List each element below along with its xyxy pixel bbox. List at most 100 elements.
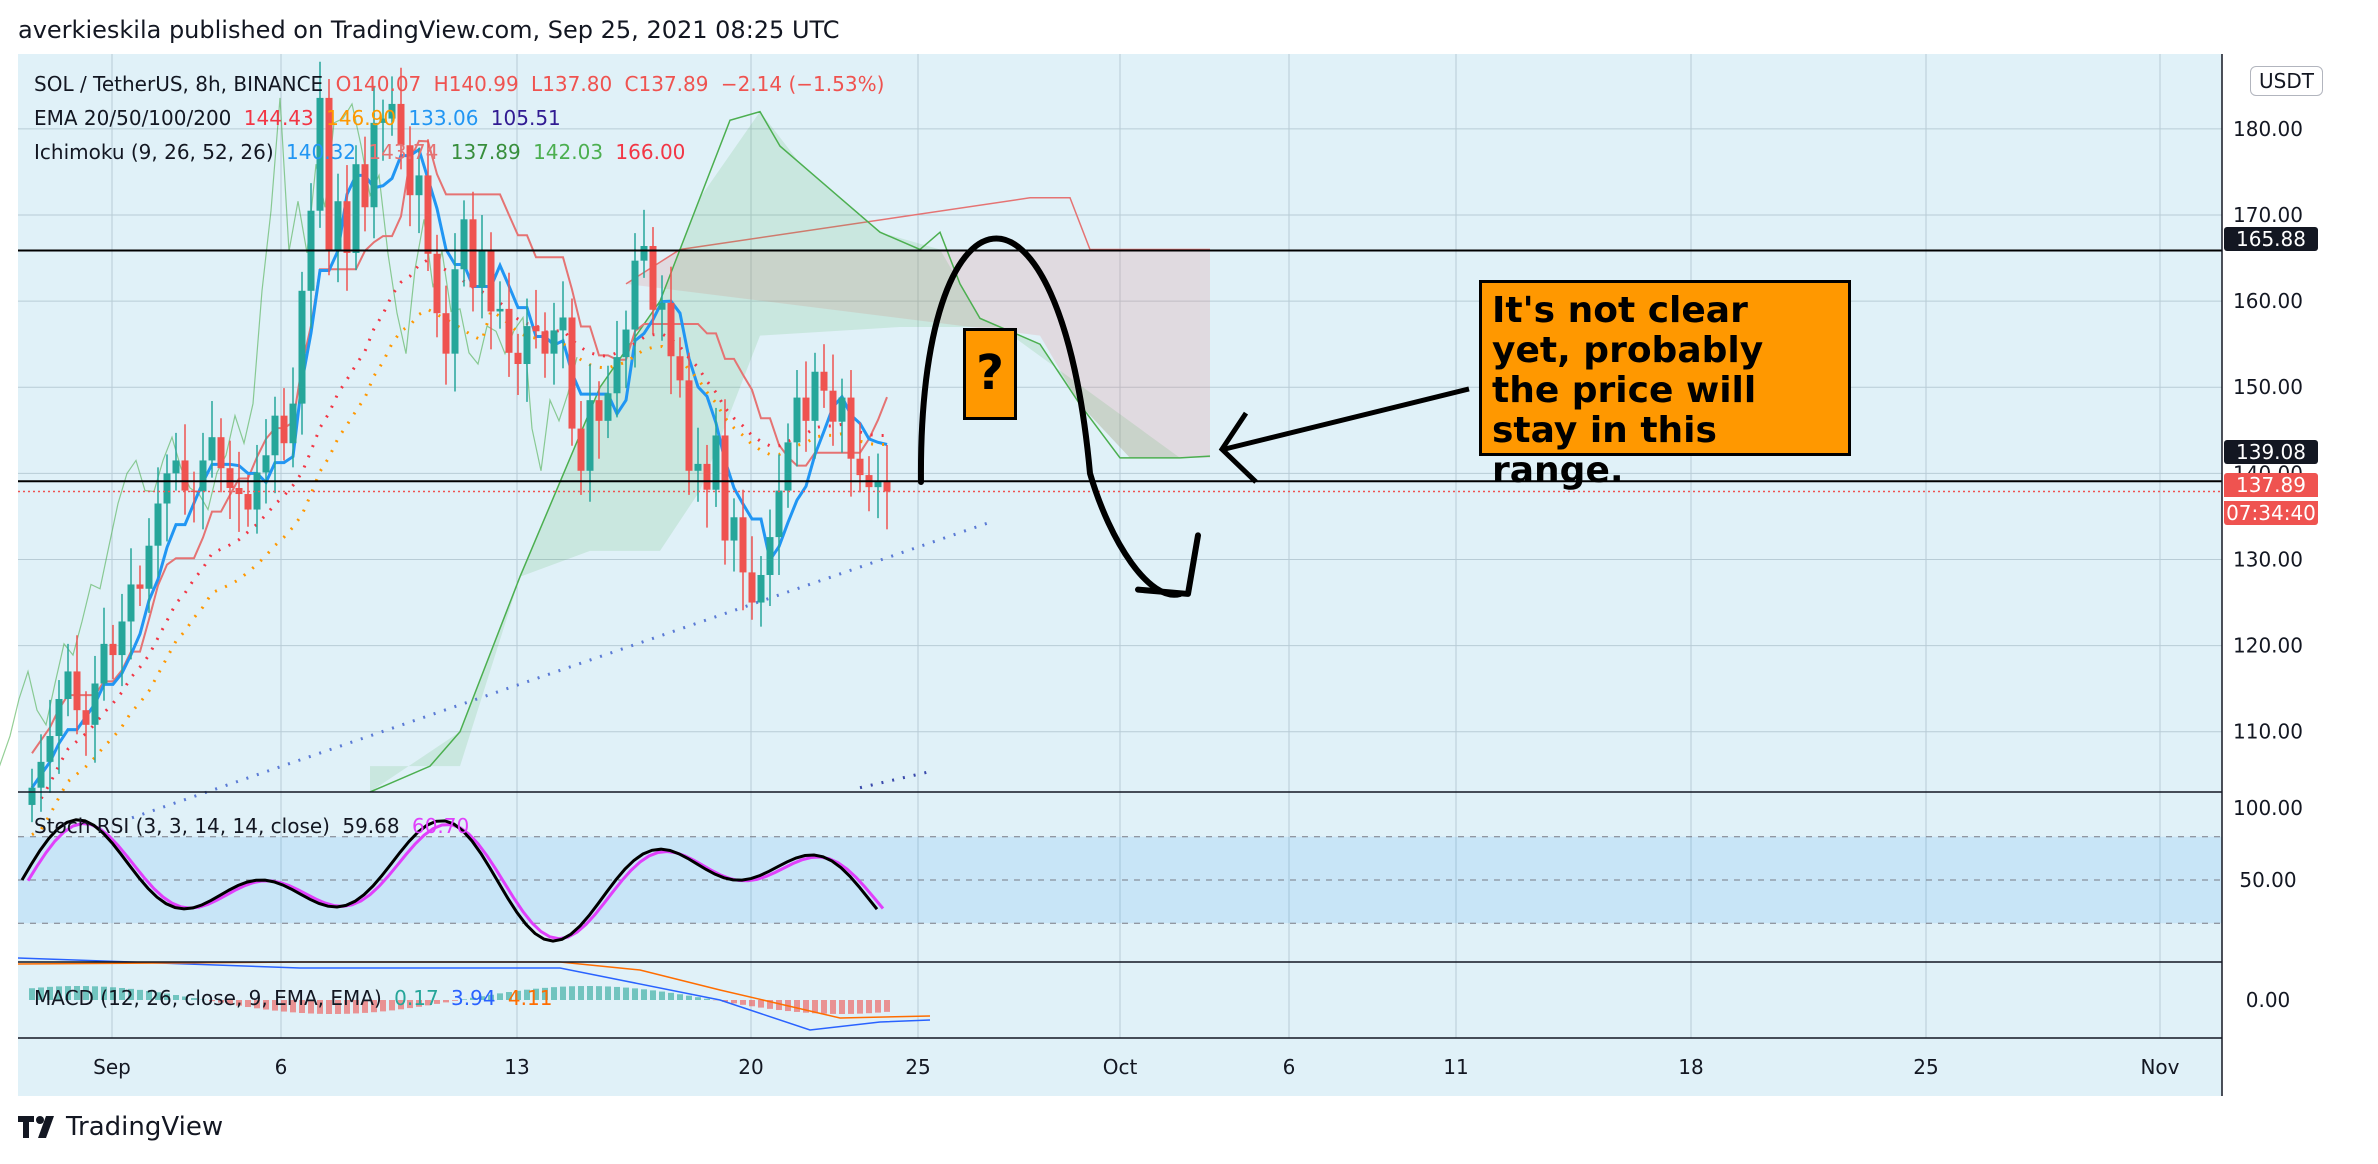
- candle-body: [136, 584, 144, 589]
- macd-signal-value: 4.11: [507, 986, 553, 1010]
- ichimoku-label: Ichimoku (9, 26, 52, 26): [34, 140, 274, 164]
- candle-body: [82, 710, 90, 725]
- candle-body: [172, 460, 180, 474]
- candle-body: [91, 683, 99, 725]
- y-tick-label: 170.00: [2233, 203, 2303, 227]
- candle-body: [532, 326, 540, 332]
- macd-histogram-bar: [38, 987, 44, 1000]
- candle-body: [298, 290, 306, 404]
- y-tick-label: 110.00: [2233, 720, 2303, 744]
- candle-body: [244, 494, 252, 510]
- macd-histogram-bar: [416, 1000, 422, 1007]
- macd-legend: MACD (12, 26, close, 9, EMA, EMA) 0.17 3…: [34, 986, 558, 1010]
- candle-body: [289, 403, 297, 444]
- y-tick-label: 180.00: [2233, 117, 2303, 141]
- x-tick-label: 11: [1443, 1055, 1468, 1079]
- currency-button[interactable]: USDT: [2250, 66, 2323, 96]
- candle-body: [181, 460, 189, 491]
- candle-body: [748, 572, 756, 603]
- stoch-label: Stoch RSI (3, 3, 14, 14, close): [34, 814, 330, 838]
- macd-histogram-bar: [821, 1000, 827, 1014]
- legend-change: −2.14 (−1.53%): [720, 72, 885, 96]
- macd-histogram-bar: [686, 995, 692, 1000]
- candle-body: [361, 164, 369, 208]
- macd-histogram-bar: [74, 986, 80, 1000]
- tenkan-sen-line: [30, 147, 888, 789]
- callout-arrowhead: [1218, 411, 1258, 484]
- candle-body: [280, 415, 288, 444]
- macd-histogram-bar: [551, 987, 557, 1000]
- legend-close: C137.89: [624, 72, 709, 96]
- macd-histogram-bar: [668, 992, 674, 1000]
- macd-histogram-bar: [533, 988, 539, 1000]
- macd-histogram-bar: [281, 1000, 287, 1012]
- candle-body: [163, 473, 171, 504]
- candle-body: [793, 397, 801, 443]
- candle-body: [514, 352, 522, 364]
- candle-body: [316, 97, 324, 211]
- ema50-value: 146.90: [326, 106, 397, 130]
- candle-body: [568, 317, 576, 429]
- x-tick-label: Oct: [1103, 1055, 1138, 1079]
- support-price-label: 139.08: [2224, 440, 2318, 464]
- macd-histogram-bar: [101, 986, 107, 1000]
- macd-histogram-bar: [470, 997, 476, 1000]
- publish-line: averkieskila published on TradingView.co…: [18, 16, 840, 44]
- macd-histogram-bar: [776, 1000, 782, 1011]
- callout-note[interactable]: It's not clear yet, probably the price w…: [1479, 280, 1851, 491]
- candle-body: [667, 302, 675, 357]
- legend-high: H140.99: [433, 72, 519, 96]
- macd-value: 3.94: [451, 986, 496, 1010]
- forecast-arrowhead: [1135, 532, 1201, 597]
- macd-histogram-bar: [128, 988, 134, 1000]
- macd-histogram-bar: [704, 998, 710, 1000]
- macd-histogram-bar: [182, 996, 188, 1000]
- x-tick-label: 25: [1913, 1055, 1938, 1079]
- forecast-curve: [917, 235, 1183, 598]
- macd-histogram-bar: [110, 987, 116, 1000]
- candle-body: [388, 103, 396, 119]
- candle-body: [217, 437, 225, 469]
- macd-histogram-bar: [875, 1000, 881, 1013]
- macd-histogram-bar: [434, 1000, 440, 1004]
- macd-histogram-bar: [641, 989, 647, 1000]
- candle-body: [370, 122, 378, 208]
- macd-axis-label: 0.00: [2246, 988, 2291, 1012]
- candle-body: [487, 251, 495, 312]
- stoch-axis-label: 100.00: [2233, 796, 2303, 820]
- candle-body: [325, 97, 333, 252]
- candle-body: [406, 145, 414, 196]
- candle-body: [460, 219, 468, 270]
- macd-histogram-bar: [560, 986, 566, 1000]
- macd-histogram-bar: [380, 1000, 386, 1012]
- macd-histogram-bar: [614, 986, 620, 1000]
- macd-histogram-bar: [659, 991, 665, 1000]
- candle-body: [64, 671, 72, 699]
- macd-histogram-bar: [362, 1000, 368, 1013]
- brand-name: TradingView: [66, 1112, 224, 1142]
- ichimoku-legend: Ichimoku (9, 26, 52, 26) 140.32 143.74 1…: [34, 140, 691, 164]
- candle-body: [883, 481, 891, 492]
- macd-histogram-bar: [749, 1000, 755, 1007]
- macd-histogram-bar: [173, 995, 179, 1000]
- candle-body: [442, 313, 450, 354]
- macd-hist-value: 0.17: [394, 986, 439, 1010]
- candle-body: [586, 400, 594, 471]
- macd-label: MACD (12, 26, close, 9, EMA, EMA): [34, 986, 382, 1010]
- macd-histogram-bar: [425, 1000, 431, 1006]
- stoch-legend: Stoch RSI (3, 3, 14, 14, close) 59.68 60…: [34, 814, 475, 838]
- question-mark-box[interactable]: ?: [963, 328, 1017, 420]
- macd-histogram-bar: [137, 989, 143, 1000]
- macd-histogram-bar: [794, 1000, 800, 1012]
- x-tick-label: 6: [1283, 1055, 1296, 1079]
- candle-body: [559, 317, 567, 331]
- candle-body: [622, 329, 630, 358]
- macd-histogram-bar: [299, 1000, 305, 1014]
- candle-body: [613, 357, 621, 394]
- stoch-k-line: [20, 818, 879, 943]
- y-tick-label: 120.00: [2233, 634, 2303, 658]
- macd-histogram-bar: [506, 992, 512, 1000]
- macd-histogram-bar: [65, 986, 71, 1000]
- candle-body: [118, 621, 126, 656]
